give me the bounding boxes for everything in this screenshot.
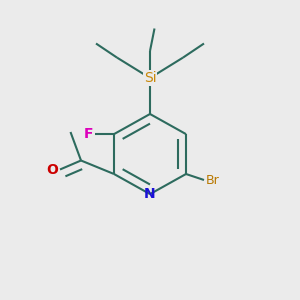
Text: Br: Br — [206, 173, 219, 187]
Text: F: F — [83, 127, 93, 141]
Text: N: N — [144, 187, 156, 201]
Text: Si: Si — [144, 71, 156, 85]
Text: O: O — [46, 163, 58, 176]
